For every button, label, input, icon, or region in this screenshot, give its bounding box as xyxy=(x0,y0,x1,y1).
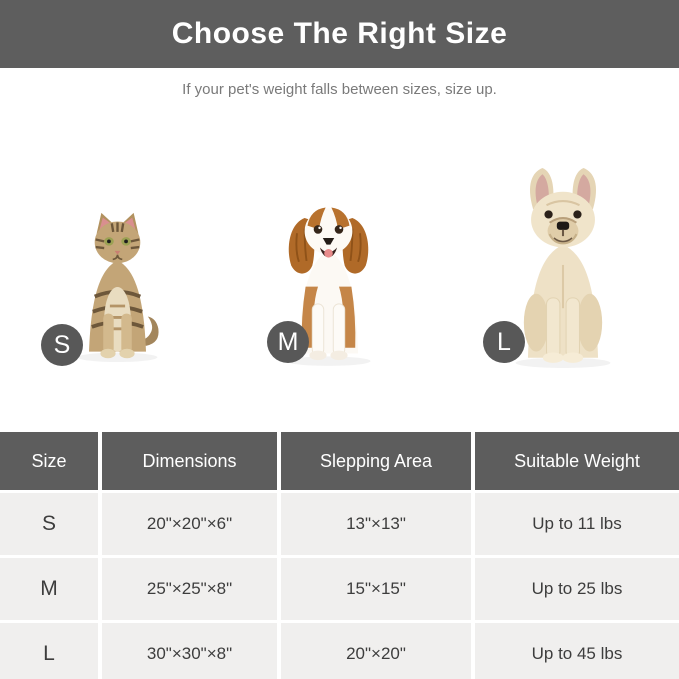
cell-size-s: S xyxy=(0,493,98,555)
cell-weight-l: Up to 45 lbs xyxy=(475,623,679,679)
cell-sleeping-s: 13"×13" xyxy=(281,493,471,555)
title-band: Choose The Right Size xyxy=(0,0,679,68)
spaniel-image xyxy=(286,207,371,366)
size-badge-l: L xyxy=(483,321,525,363)
cell-size-m: M xyxy=(0,558,98,620)
bulldog-image xyxy=(515,168,611,368)
column-header-sleeping-area: Slepping Area xyxy=(281,432,471,490)
cell-dimensions-l: 30"×30"×8" xyxy=(102,623,277,679)
cell-weight-m: Up to 25 lbs xyxy=(475,558,679,620)
subtitle: If your pet's weight falls between sizes… xyxy=(182,81,497,98)
column-header-size: Size xyxy=(0,432,98,490)
cell-sleeping-l: 20"×20" xyxy=(281,623,471,679)
cell-dimensions-s: 20"×20"×6" xyxy=(102,493,277,555)
size-table: Size Dimensions Slepping Area Suitable W… xyxy=(0,432,679,679)
spaniel-illustration xyxy=(276,192,381,368)
column-header-suitable-weight: Suitable Weight xyxy=(475,432,679,490)
cell-weight-s: Up to 11 lbs xyxy=(475,493,679,555)
bulldog-illustration xyxy=(505,166,621,368)
cell-sleeping-m: 15"×15" xyxy=(281,558,471,620)
size-badge-s: S xyxy=(41,324,83,366)
cat-image xyxy=(77,212,159,363)
column-header-dimensions: Dimensions xyxy=(102,432,277,490)
size-badge-m: M xyxy=(267,321,309,363)
cat-illustration xyxy=(70,211,165,363)
cell-size-l: L xyxy=(0,623,98,679)
cell-dimensions-m: 25"×25"×8" xyxy=(102,558,277,620)
page-title: Choose The Right Size xyxy=(171,17,508,50)
